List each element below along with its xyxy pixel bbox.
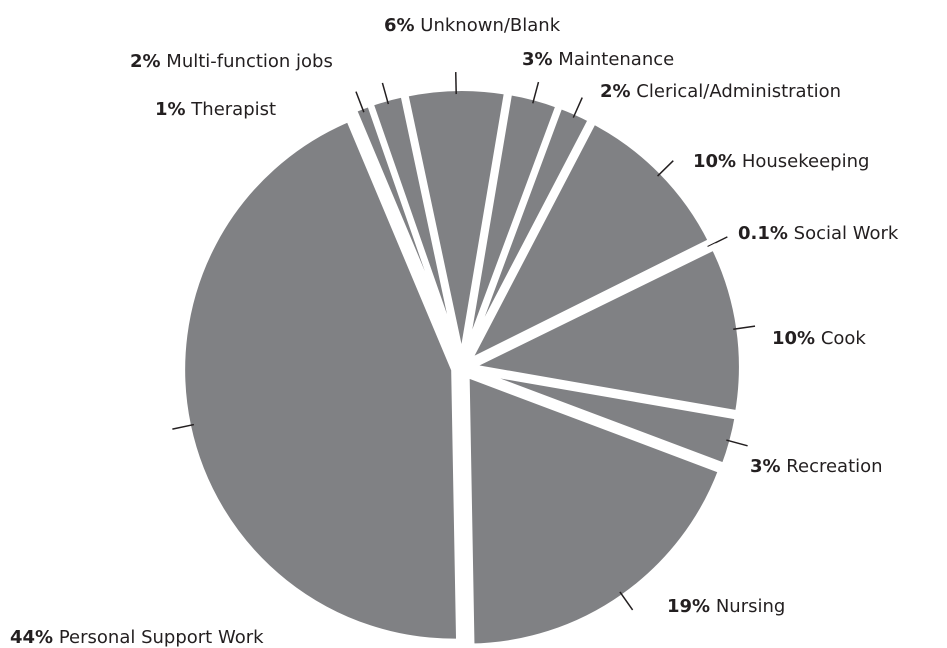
slice-percent: 19% [667, 596, 710, 617]
slice-name: Cook [821, 328, 867, 349]
slice-percent: 44% [10, 627, 53, 648]
slice-percent: 2% [130, 51, 161, 72]
slice-label: 44% Personal Support Work [10, 627, 264, 648]
slice-percent: 6% [384, 15, 415, 36]
slice-percent: 10% [693, 151, 736, 172]
slice-label: 3% Recreation [750, 456, 883, 477]
slice-percent: 3% [522, 49, 553, 70]
slice-percent: 2% [600, 81, 631, 102]
slice-name: Therapist [190, 99, 276, 120]
slice-label: 2% Multi-function jobs [130, 51, 333, 72]
leader-line [172, 423, 195, 430]
slice-name: Unknown/Blank [420, 15, 560, 36]
slice-label: 6% Unknown/Blank [384, 15, 561, 36]
slice-name: Multi-function jobs [166, 51, 333, 72]
slice-percent: 0.1% [738, 223, 788, 244]
slice-label: 2% Clerical/Administration [600, 81, 841, 102]
slice-name: Maintenance [558, 49, 674, 70]
slice-name: Housekeeping [742, 151, 870, 172]
slice-label: 19% Nursing [667, 596, 785, 617]
slice-label: 1% Therapist [155, 99, 276, 120]
leader-line [733, 325, 756, 330]
slice-name: Personal Support Work [59, 627, 264, 648]
slice-name: Recreation [786, 456, 882, 477]
slice-label: 0.1% Social Work [738, 223, 899, 244]
slice-name: Social Work [794, 223, 899, 244]
leader-line [532, 81, 540, 104]
slice-percent: 3% [750, 456, 781, 477]
leader-line [619, 591, 634, 611]
slice-label: 10% Housekeeping [693, 151, 869, 172]
slice-name: Nursing [716, 596, 786, 617]
leader-line [355, 91, 365, 113]
leader-line [381, 82, 390, 105]
slice-percent: 1% [155, 99, 186, 120]
leader-line [657, 160, 674, 177]
leader-line [726, 439, 748, 447]
slice-percent: 10% [772, 328, 815, 349]
slice-label: 10% Cook [772, 328, 866, 349]
slice-name: Clerical/Administration [636, 81, 841, 102]
leader-line [707, 236, 728, 248]
slice-label: 3% Maintenance [522, 49, 674, 70]
leader-line [572, 97, 583, 118]
